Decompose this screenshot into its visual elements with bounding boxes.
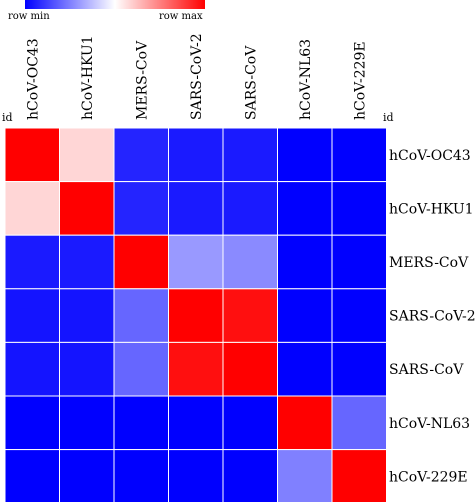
- heatmap-cell: [59, 395, 115, 451]
- heatmap-cell: [4, 395, 60, 451]
- legend-max-label: row max: [159, 11, 203, 22]
- heatmap-cell: [277, 288, 333, 343]
- color-scale-legend: [25, 0, 205, 9]
- row-id-label: id: [383, 111, 394, 124]
- heatmap-cell: [222, 449, 278, 502]
- heatmap-cell: [113, 127, 169, 183]
- row-label: MERS-CoV: [389, 255, 469, 271]
- heatmap-cell: [4, 449, 60, 502]
- heatmap-cell: [113, 288, 169, 343]
- heatmap-cell: [168, 449, 224, 502]
- row-label: hCoV-NL63: [389, 416, 470, 432]
- heatmap-cell: [168, 288, 224, 343]
- heatmap-cell: [59, 341, 115, 397]
- heatmap-cell: [168, 341, 224, 397]
- heatmap-cell: [4, 341, 60, 397]
- row-label: SARS-CoV-2: [389, 309, 476, 325]
- heatmap-cell: [222, 395, 278, 451]
- legend-min-label: row min: [8, 11, 50, 22]
- heatmap-cell: [113, 181, 169, 236]
- heatmap-cell: [4, 127, 60, 183]
- heatmap-cell: [277, 127, 333, 183]
- heatmap-cell: [59, 449, 115, 502]
- heatmap-cell: [277, 234, 333, 290]
- column-label: hCoV-229E: [352, 41, 368, 120]
- heatmap-cell: [59, 127, 115, 183]
- heatmap-cell: [113, 341, 169, 397]
- heatmap-cell: [331, 449, 387, 502]
- heatmap-cell: [331, 181, 387, 236]
- column-id-label: id: [2, 111, 13, 124]
- heatmap-cell: [59, 288, 115, 343]
- heatmap-cell: [277, 341, 333, 397]
- row-label: hCoV-OC43: [389, 148, 471, 164]
- column-label: hCoV-NL63: [298, 39, 314, 120]
- heatmap-cell: [168, 395, 224, 451]
- heatmap-cell: [222, 341, 278, 397]
- heatmap-cell: [222, 127, 278, 183]
- heatmap-cell: [168, 234, 224, 290]
- heatmap-cell: [4, 234, 60, 290]
- heatmap-cell: [59, 234, 115, 290]
- heatmap-cell: [4, 288, 60, 343]
- heatmap-cell: [222, 181, 278, 236]
- heatmap-cell: [277, 395, 333, 451]
- heatmap-cell: [113, 449, 169, 502]
- heatmap-cell: [4, 181, 60, 236]
- heatmap-cell: [277, 181, 333, 236]
- row-label: SARS-CoV: [389, 362, 464, 378]
- heatmap-cell: [331, 234, 387, 290]
- row-label: hCoV-HKU1: [389, 201, 474, 217]
- column-label: hCoV-OC43: [25, 38, 41, 120]
- row-label: hCoV-229E: [389, 469, 468, 485]
- heatmap-cell: [113, 395, 169, 451]
- heatmap-cell: [59, 181, 115, 236]
- column-label: hCoV-HKU1: [80, 35, 96, 120]
- heatmap-cell: [113, 234, 169, 290]
- heatmap-cell: [331, 395, 387, 451]
- heatmap-cell: [168, 181, 224, 236]
- heatmap-cell: [331, 127, 387, 183]
- column-label: SARS-CoV: [243, 45, 259, 120]
- heatmap-cell: [277, 449, 333, 502]
- heatmap-cell: [331, 341, 387, 397]
- column-label: SARS-CoV-2: [189, 33, 205, 120]
- column-label: MERS-CoV: [134, 40, 150, 120]
- heatmap-cell: [331, 288, 387, 343]
- heatmap-cell: [168, 127, 224, 183]
- heatmap-cell: [222, 234, 278, 290]
- heatmap-cell: [222, 288, 278, 343]
